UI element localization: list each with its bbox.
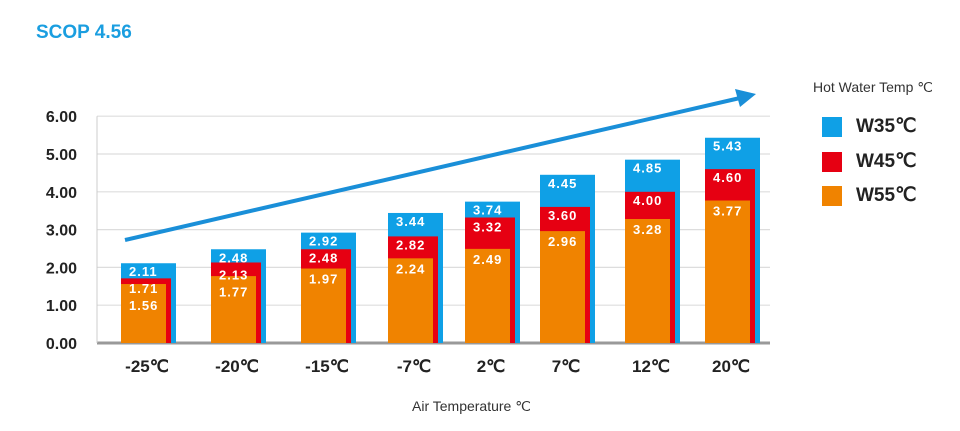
legend-item-w35: W35℃ — [822, 115, 916, 138]
legend-label: W45℃ — [856, 151, 917, 172]
data-label: 3.32 — [473, 220, 502, 235]
legend-item-w55: W55℃ — [822, 184, 916, 207]
x-tick-label: -15℃ — [305, 357, 349, 376]
bar-w55 — [625, 219, 670, 343]
data-label: 3.44 — [396, 214, 425, 229]
legend-label: W55℃ — [856, 185, 917, 206]
data-label: 2.11 — [129, 264, 158, 279]
data-label: 2.24 — [396, 261, 425, 276]
data-label: 2.48 — [219, 250, 248, 265]
x-axis-label: Air Temperature ℃ — [412, 398, 531, 414]
data-label: 1.77 — [219, 284, 248, 299]
data-label: 2.48 — [309, 251, 338, 266]
legend-swatch — [822, 185, 842, 206]
data-label: 4.00 — [633, 193, 662, 208]
x-tick-label: 12℃ — [632, 357, 670, 376]
legend-title: Hot Water Temp ℃ — [813, 79, 933, 95]
data-label: 4.60 — [713, 170, 742, 185]
y-tick-label: 4.00 — [46, 185, 77, 202]
x-tick-label: -25℃ — [125, 357, 169, 376]
legend-swatch — [822, 116, 842, 137]
data-label: 1.71 — [129, 281, 158, 296]
data-label: 2.96 — [548, 234, 577, 249]
x-tick-label: -7℃ — [397, 357, 431, 376]
bar-w55 — [705, 200, 750, 343]
data-label: 2.13 — [219, 267, 248, 282]
bar-w55 — [121, 284, 166, 343]
y-tick-label: 0.00 — [46, 336, 77, 353]
y-tick-label: 3.00 — [46, 223, 77, 240]
chart-title: SCOP 4.56 — [36, 22, 132, 43]
data-label: 4.85 — [633, 161, 662, 176]
bar-w55 — [388, 258, 433, 343]
y-tick-label: 2.00 — [46, 260, 77, 277]
x-tick-label: 20℃ — [712, 357, 750, 376]
y-tick-label: 5.00 — [46, 147, 77, 164]
data-label: 2.92 — [309, 234, 338, 249]
trend-arrow-line — [124, 96, 741, 242]
legend-swatch — [822, 151, 842, 172]
x-tick-label: -20℃ — [215, 357, 259, 376]
legend-label: W35℃ — [856, 116, 917, 137]
data-label: 5.43 — [713, 139, 742, 154]
data-label: 3.74 — [473, 203, 502, 218]
data-label: 3.28 — [633, 222, 662, 237]
data-label: 3.77 — [713, 203, 742, 218]
data-label: 4.45 — [548, 176, 577, 191]
bar-w55 — [211, 276, 256, 343]
data-label: 2.82 — [396, 237, 425, 252]
bar-w55 — [301, 268, 346, 343]
data-label: 1.97 — [309, 272, 338, 287]
y-tick-label: 1.00 — [46, 298, 77, 315]
data-label: 3.60 — [548, 208, 577, 223]
trend-arrow-head — [735, 89, 756, 107]
x-tick-label: 2℃ — [477, 357, 506, 376]
y-tick-label: 6.00 — [46, 109, 77, 126]
bar-w55 — [540, 231, 585, 343]
data-label: 1.56 — [129, 298, 158, 313]
data-label: 2.49 — [473, 252, 502, 267]
legend-item-w45: W45℃ — [822, 150, 916, 173]
bar-w55 — [465, 248, 510, 343]
x-tick-label: 7℃ — [552, 357, 581, 376]
